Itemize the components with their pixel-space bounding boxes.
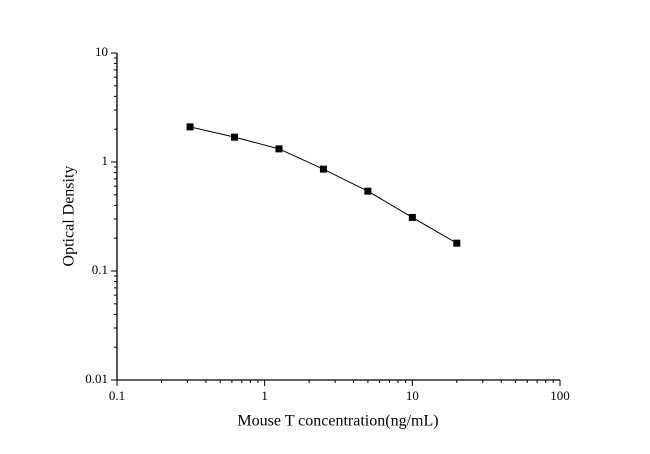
x-tick-label: 100: [550, 388, 570, 403]
point: [364, 187, 372, 195]
point: [453, 239, 461, 247]
y-tick-label: 0.1: [92, 262, 108, 277]
y-tick-label: 0.01: [85, 371, 108, 386]
x-tick-label: 0.1: [109, 388, 125, 403]
y-tick-label: 1: [102, 153, 109, 168]
point: [275, 145, 283, 153]
curve: [189, 126, 458, 244]
point: [186, 123, 194, 131]
x-axis-title: Mouse T concentration(ng/mL): [237, 413, 438, 430]
point: [408, 213, 416, 221]
point: [319, 165, 327, 173]
y-axis-title: Optical Density: [61, 166, 78, 267]
y-tick-label: 10: [95, 44, 108, 59]
point: [231, 133, 239, 141]
x-tick-label: 10: [406, 388, 419, 403]
x-tick-label: 1: [261, 388, 268, 403]
